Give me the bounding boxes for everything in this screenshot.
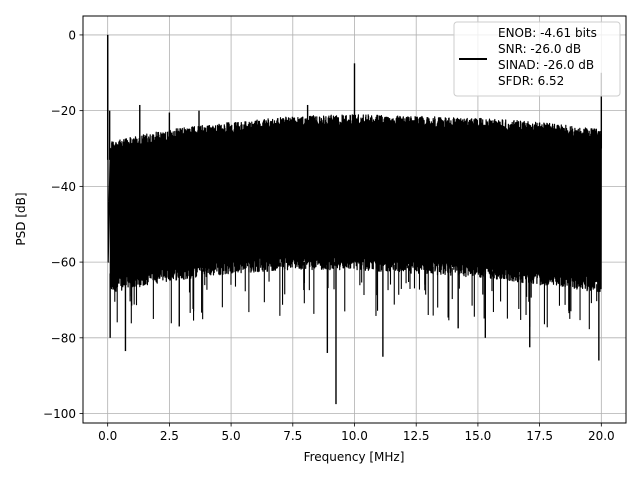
- x-tick-label: 15.0: [465, 429, 492, 443]
- legend-sinad: SINAD: -26.0 dB: [498, 58, 594, 72]
- y-tick-label: −80: [51, 331, 76, 345]
- y-tick-label: −100: [43, 407, 76, 421]
- axis-ticks: 0.0 2.5 5.0 7.5 10.0 12.5 15.0 17.5 20.0 0 −20 −40 −…: [43, 28, 615, 443]
- x-tick-label: 10.0: [341, 429, 368, 443]
- x-tick-label: 20.0: [588, 429, 615, 443]
- x-tick-label: 2.5: [160, 429, 179, 443]
- y-tick-label: −40: [51, 180, 76, 194]
- y-tick-label: −60: [51, 256, 76, 270]
- legend-box: [453, 21, 621, 97]
- legend: ENOB: -4.61 bits SNR: -26.0 dB SINAD: -2…: [453, 21, 621, 97]
- x-tick-label: 17.5: [526, 429, 553, 443]
- x-axis-label: Frequency [MHz]: [304, 450, 405, 464]
- legend-enob: ENOB: -4.61 bits: [498, 26, 597, 40]
- legend-sfdr: SFDR: 6.52: [498, 74, 564, 88]
- y-tick-label: −20: [51, 104, 76, 118]
- x-tick-label: 7.5: [283, 429, 302, 443]
- y-tick-label: 0: [68, 28, 76, 42]
- psd-series: [106, 34, 603, 405]
- x-tick-label: 0.0: [98, 429, 117, 443]
- psd-trace: [107, 34, 602, 293]
- x-tick-label: 12.5: [403, 429, 430, 443]
- x-tick-label: 5.0: [222, 429, 241, 443]
- legend-snr: SNR: -26.0 dB: [498, 42, 581, 56]
- y-axis-label: PSD [dB]: [14, 192, 28, 245]
